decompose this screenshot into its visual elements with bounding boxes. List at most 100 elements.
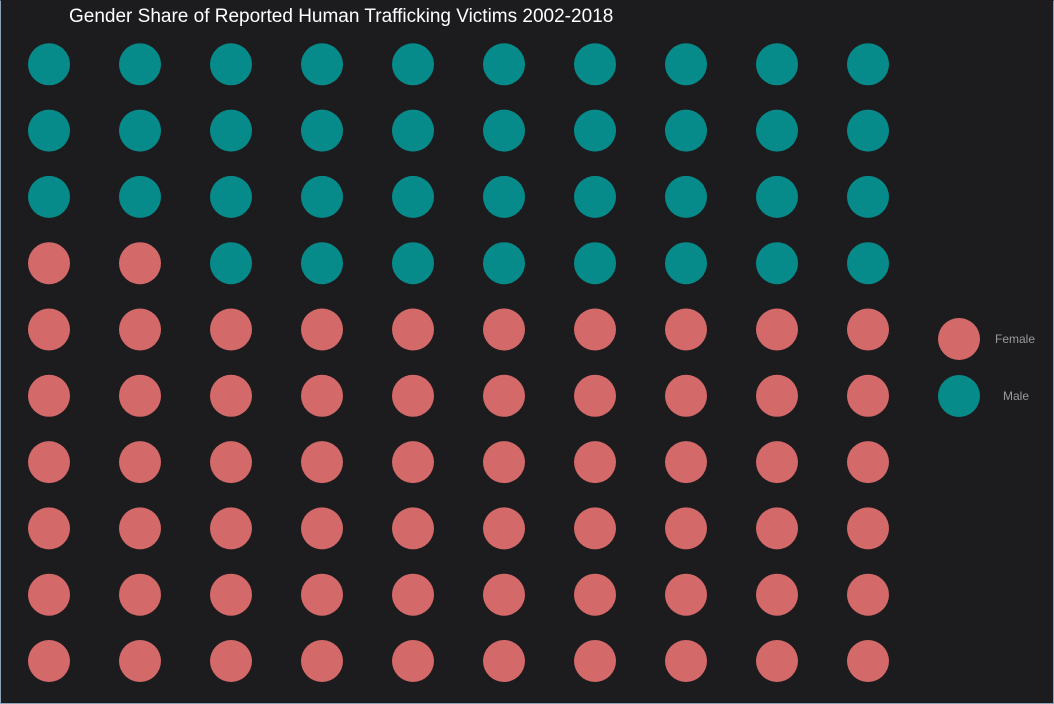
waffle-cell-male — [665, 109, 707, 152]
waffle-cell-male — [665, 242, 707, 285]
waffle-cell-male — [847, 175, 889, 218]
waffle-cell-female — [574, 640, 616, 682]
waffle-cell-male — [210, 175, 252, 218]
waffle-cell-female — [574, 308, 616, 351]
waffle-cell-female — [28, 507, 70, 550]
waffle-cell-male — [392, 175, 434, 218]
waffle-cell-female — [28, 573, 70, 616]
waffle-cell-female — [483, 573, 525, 616]
waffle-cell-male — [301, 175, 343, 218]
waffle-cell-male — [756, 109, 798, 152]
waffle-cell-female — [756, 374, 798, 417]
waffle-cell-female — [483, 308, 525, 351]
waffle-cell-male — [210, 242, 252, 285]
waffle-cells — [28, 43, 889, 682]
waffle-cell-female — [483, 441, 525, 484]
waffle-cell-female — [847, 374, 889, 417]
waffle-cell-female — [483, 507, 525, 550]
waffle-cell-male — [483, 242, 525, 285]
waffle-cell-female — [301, 573, 343, 616]
waffle-cell-male — [847, 109, 889, 152]
waffle-cell-male — [301, 242, 343, 285]
waffle-cell-female — [756, 308, 798, 351]
waffle-cell-female — [210, 640, 252, 682]
waffle-cell-female — [28, 640, 70, 682]
waffle-cell-female — [392, 308, 434, 351]
waffle-cell-male — [392, 242, 434, 285]
waffle-cell-female — [119, 573, 161, 616]
waffle-cell-female — [847, 640, 889, 682]
waffle-cell-female — [665, 640, 707, 682]
waffle-cell-female — [756, 441, 798, 484]
waffle-cell-female — [665, 573, 707, 616]
waffle-cell-male — [756, 242, 798, 285]
waffle-cell-male — [847, 242, 889, 285]
waffle-cell-female — [210, 441, 252, 484]
waffle-cell-male — [483, 175, 525, 218]
waffle-cell-female — [210, 573, 252, 616]
waffle-cell-male — [119, 43, 161, 86]
waffle-cell-male — [483, 43, 525, 86]
waffle-cell-female — [119, 441, 161, 484]
waffle-cell-male — [119, 175, 161, 218]
waffle-cell-female — [483, 640, 525, 682]
waffle-cell-female — [119, 308, 161, 351]
waffle-cell-female — [28, 308, 70, 351]
legend-label-male: Male — [1003, 389, 1029, 403]
waffle-cell-male — [665, 175, 707, 218]
waffle-cell-female — [119, 374, 161, 417]
waffle-cell-female — [301, 507, 343, 550]
waffle-cell-female — [392, 441, 434, 484]
waffle-cell-male — [28, 109, 70, 152]
waffle-cell-female — [847, 507, 889, 550]
waffle-cell-female — [483, 374, 525, 417]
waffle-cell-female — [28, 242, 70, 285]
waffle-cell-male — [210, 43, 252, 86]
waffle-cell-female — [119, 640, 161, 682]
waffle-cell-female — [301, 374, 343, 417]
waffle-cell-male — [119, 109, 161, 152]
waffle-cell-female — [392, 374, 434, 417]
legend-label-female: Female — [995, 332, 1035, 346]
waffle-cell-female — [210, 507, 252, 550]
waffle-cell-male — [756, 175, 798, 218]
waffle-cell-female — [847, 573, 889, 616]
waffle-cell-male — [756, 43, 798, 86]
waffle-cell-female — [392, 640, 434, 682]
waffle-cell-female — [574, 507, 616, 550]
waffle-cell-female — [665, 374, 707, 417]
waffle-cell-female — [574, 441, 616, 484]
waffle-cell-female — [119, 242, 161, 285]
waffle-cell-female — [210, 308, 252, 351]
waffle-cell-male — [392, 43, 434, 86]
waffle-cell-male — [574, 242, 616, 285]
waffle-cell-female — [574, 374, 616, 417]
waffle-cell-male — [665, 43, 707, 86]
waffle-cell-female — [847, 308, 889, 351]
legend-key-female — [938, 318, 980, 360]
waffle-cell-female — [392, 507, 434, 550]
waffle-cell-female — [28, 374, 70, 417]
waffle-cell-female — [301, 640, 343, 682]
waffle-cell-male — [483, 109, 525, 152]
waffle-cell-female — [756, 640, 798, 682]
waffle-cell-female — [119, 507, 161, 550]
waffle-cell-female — [665, 507, 707, 550]
waffle-cell-female — [392, 573, 434, 616]
waffle-cell-male — [210, 109, 252, 152]
waffle-cell-male — [301, 43, 343, 86]
chart-title: Gender Share of Reported Human Trafficki… — [69, 6, 614, 27]
waffle-cell-female — [756, 507, 798, 550]
legend-key-male — [938, 375, 980, 417]
waffle-cell-female — [210, 374, 252, 417]
waffle-cell-male — [574, 43, 616, 86]
waffle-cell-female — [301, 441, 343, 484]
waffle-cell-male — [847, 43, 889, 86]
waffle-cell-female — [756, 573, 798, 616]
waffle-cell-female — [665, 441, 707, 484]
waffle-cell-male — [392, 109, 434, 152]
waffle-cell-female — [574, 573, 616, 616]
waffle-cell-female — [847, 441, 889, 484]
